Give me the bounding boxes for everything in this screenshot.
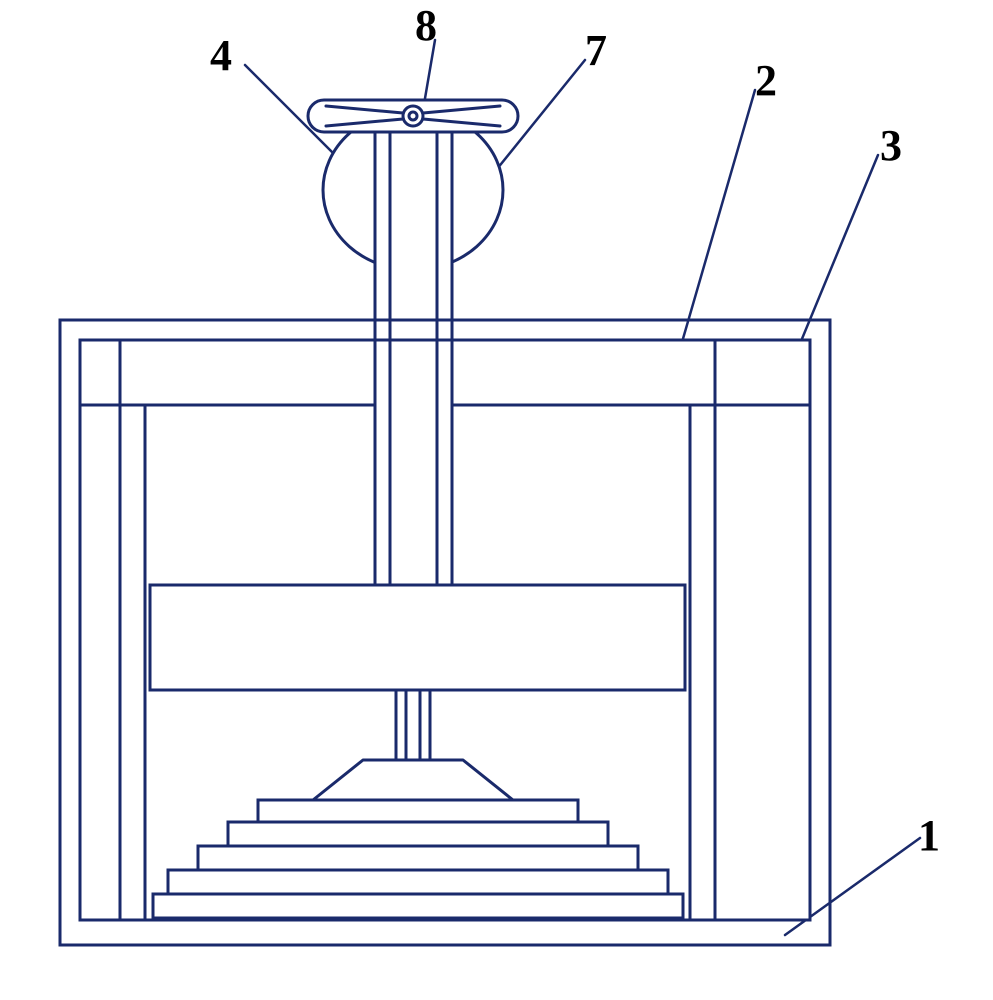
label-1: 1 — [918, 810, 940, 861]
label-8: 8 — [415, 0, 437, 51]
technical-drawing — [0, 0, 993, 1000]
label-3: 3 — [880, 120, 902, 171]
label-2: 2 — [755, 55, 777, 106]
label-4: 4 — [210, 30, 232, 81]
label-7: 7 — [585, 25, 607, 76]
